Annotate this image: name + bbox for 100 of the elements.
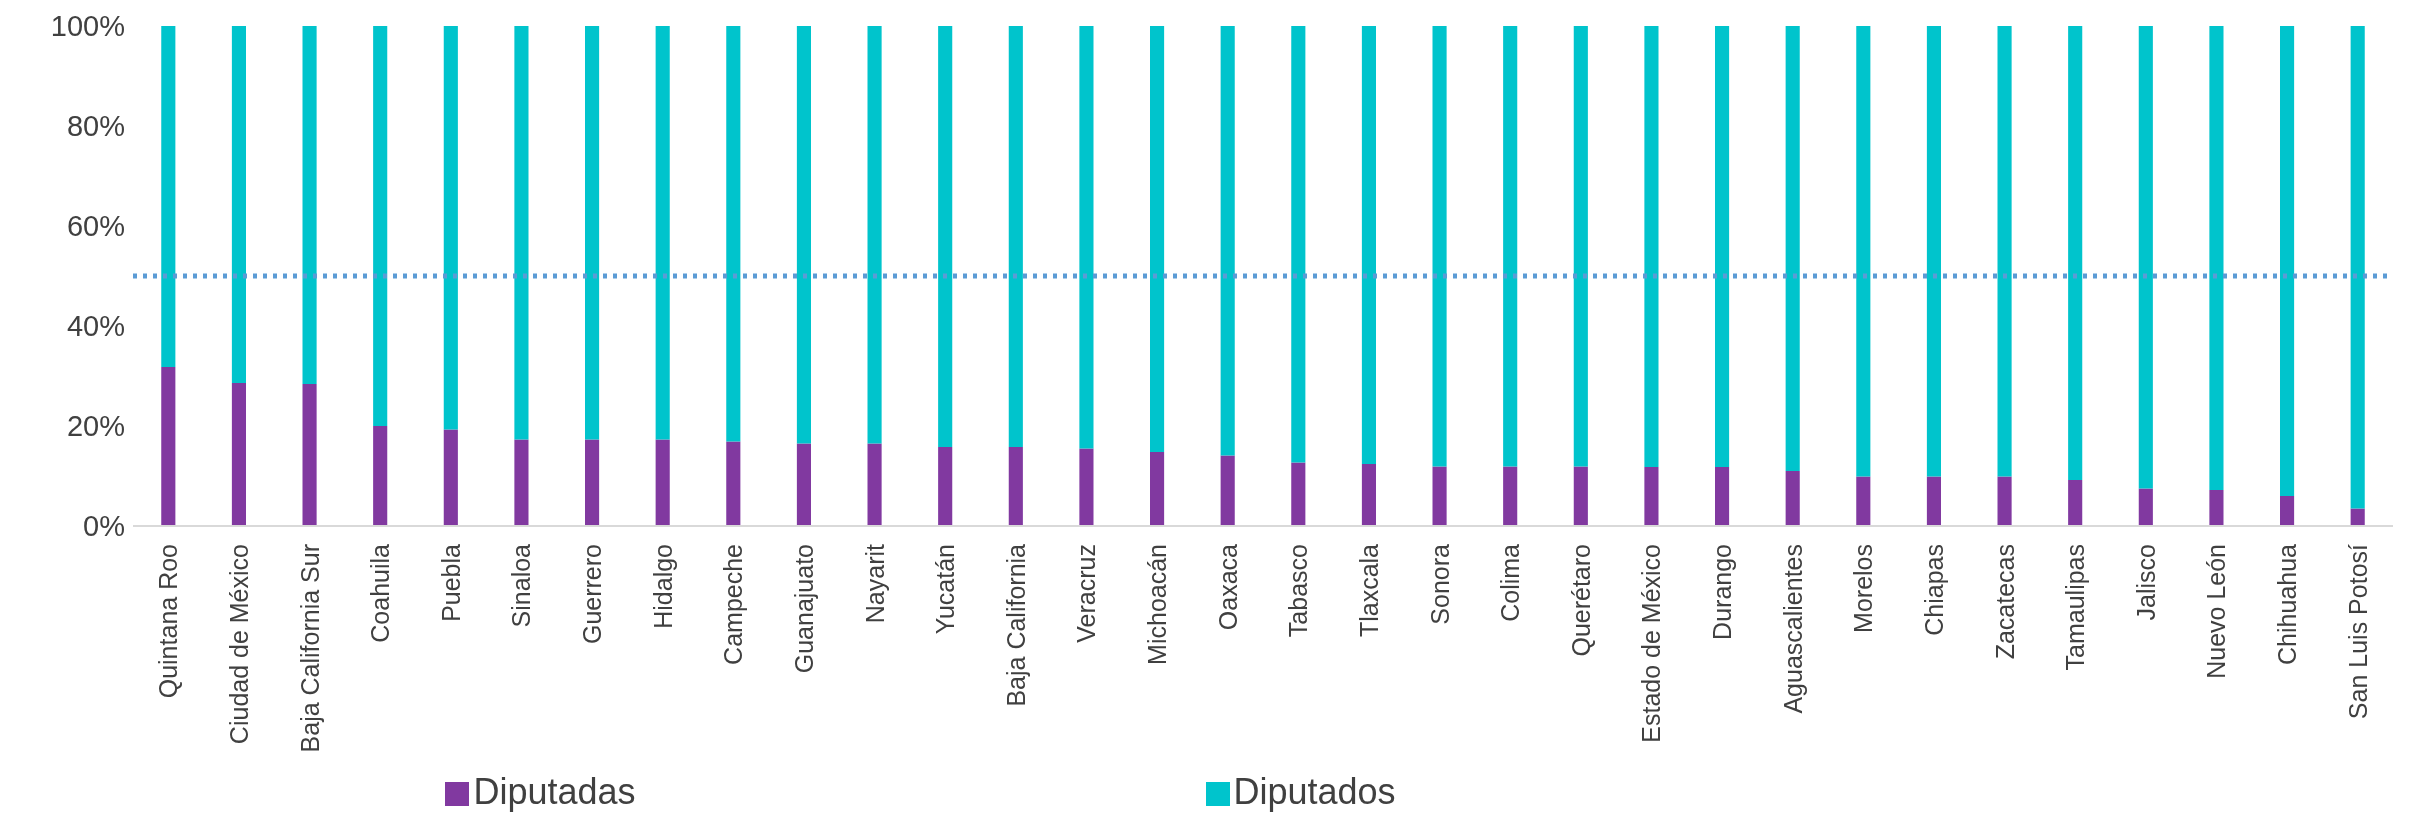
- bar: [2068, 480, 2083, 526]
- bar: [1785, 471, 1800, 526]
- y-tick-label: 60%: [66, 210, 125, 243]
- x-tick-label: Coahuila: [366, 543, 395, 643]
- bar: [1079, 448, 1094, 526]
- x-tick-label: Colima: [1496, 543, 1525, 622]
- x-tick-label: Tamaulipas: [2061, 544, 2090, 671]
- bar: [796, 26, 811, 444]
- y-tick-label: 100%: [50, 10, 125, 43]
- x-tick-label: Morelos: [1849, 544, 1878, 633]
- x-tick-label: Michoacán: [1143, 544, 1172, 665]
- x-tick-label: Jalisco: [2131, 544, 2160, 621]
- bar: [585, 439, 600, 526]
- bar: [1573, 26, 1588, 467]
- bar: [867, 443, 882, 526]
- bar: [1150, 452, 1165, 526]
- bar: [1220, 455, 1235, 526]
- x-tick-label: Chiapas: [1919, 544, 1948, 636]
- bar: [938, 26, 953, 447]
- bar: [867, 26, 882, 444]
- bar: [1503, 466, 1518, 526]
- x-tick-label: Guerrero: [578, 544, 607, 645]
- bar: [161, 26, 176, 367]
- bar: [443, 429, 458, 526]
- x-tick-label: Nayarit: [860, 543, 889, 624]
- bar: [1997, 26, 2012, 477]
- bar: [1432, 26, 1447, 467]
- x-tick-label: Yucatán: [931, 544, 960, 635]
- bar: [1220, 26, 1235, 456]
- bar: [726, 441, 741, 526]
- bar: [585, 26, 600, 440]
- x-tick-label: Tabasco: [1284, 544, 1313, 638]
- bar: [1785, 26, 1800, 471]
- x-tick-label: Puebla: [436, 543, 465, 622]
- bar: [938, 447, 953, 526]
- bar: [373, 26, 388, 426]
- bar: [655, 26, 670, 440]
- bar: [2350, 26, 2365, 509]
- x-tick-label: Chihuahua: [2273, 543, 2302, 665]
- x-tick-label: Sonora: [1425, 543, 1454, 625]
- bar: [2280, 26, 2295, 496]
- bar: [1008, 447, 1023, 526]
- bar: [1291, 462, 1306, 526]
- x-tick-label: Nuevo León: [2202, 544, 2231, 679]
- bar: [796, 443, 811, 526]
- x-tick-label: Quintana Roo: [154, 544, 183, 699]
- x-tick-label: Durango: [1708, 544, 1737, 640]
- bar: [1715, 467, 1730, 526]
- bar: [231, 26, 246, 383]
- bar: [443, 26, 458, 430]
- bar: [231, 383, 246, 526]
- x-tick-label: Sinaloa: [507, 543, 536, 628]
- x-tick-label: Ciudad de México: [224, 544, 253, 745]
- x-tick-label: Tlaxcala: [1354, 543, 1383, 638]
- bar: [1573, 466, 1588, 526]
- y-tick-label: 0%: [83, 510, 125, 543]
- y-tick-label: 20%: [66, 410, 125, 443]
- bar: [2138, 488, 2153, 526]
- x-tick-label: Hidalgo: [648, 544, 677, 629]
- x-tick-label: Querétaro: [1566, 544, 1595, 657]
- x-tick-label: Estado de México: [1637, 544, 1666, 743]
- bar: [1856, 26, 1871, 477]
- bar: [1008, 26, 1023, 447]
- bar: [2068, 26, 2083, 480]
- bar: [302, 384, 317, 526]
- x-tick-label: Baja California: [1001, 543, 1030, 707]
- bar: [655, 439, 670, 526]
- x-tick-label: Baja California Sur: [295, 544, 324, 753]
- bar: [1644, 467, 1659, 526]
- bar: [373, 426, 388, 526]
- bar: [1926, 26, 1941, 477]
- bar: [1150, 26, 1165, 452]
- bar: [161, 367, 176, 526]
- x-tick-label: San Luis Potosí: [2343, 543, 2372, 720]
- bar: [1997, 476, 2012, 526]
- bar: [1715, 26, 1730, 467]
- bar: [1361, 26, 1376, 464]
- bar: [2280, 496, 2295, 526]
- legend-label: Diputados: [1233, 771, 1396, 812]
- bar: [726, 26, 741, 442]
- x-tick-label: Veracruz: [1072, 544, 1101, 643]
- bar: [302, 26, 317, 384]
- x-tick-label: Aguascalientes: [1778, 544, 1807, 714]
- bar: [1361, 464, 1376, 526]
- y-tick-label: 80%: [66, 110, 125, 143]
- bar: [1856, 476, 1871, 526]
- bar: [1503, 26, 1518, 467]
- legend-label: Diputadas: [473, 771, 636, 812]
- bar: [2209, 26, 2224, 490]
- bar: [2350, 508, 2365, 526]
- y-tick-label: 40%: [66, 310, 125, 343]
- bar: [1079, 26, 1094, 449]
- x-tick-label: Zacatecas: [1990, 544, 2019, 660]
- bar: [2209, 490, 2224, 526]
- bar: [1432, 466, 1447, 526]
- bar: [2138, 26, 2153, 489]
- bar: [514, 439, 529, 526]
- x-tick-label: Guanajuato: [789, 544, 818, 674]
- bar: [1644, 26, 1659, 467]
- x-tick-label: Oaxaca: [1213, 543, 1242, 631]
